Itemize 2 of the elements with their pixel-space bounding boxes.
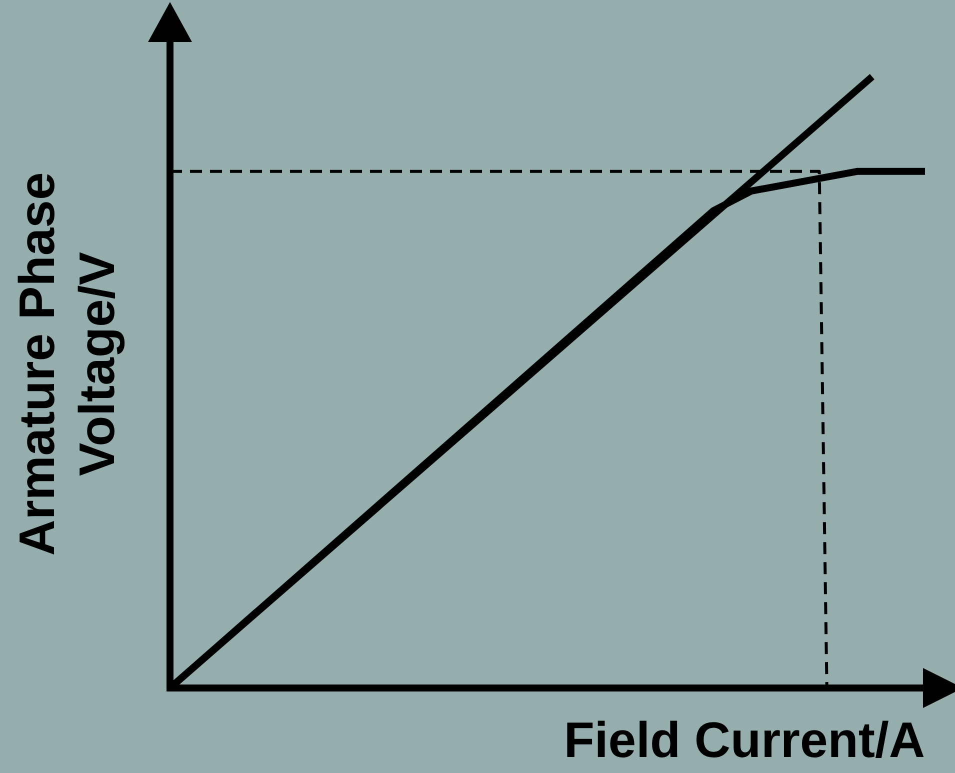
- y-axis-title: Armature Phase Voltage/V: [8, 172, 125, 556]
- x-axis-title: Field Current/A: [564, 712, 925, 768]
